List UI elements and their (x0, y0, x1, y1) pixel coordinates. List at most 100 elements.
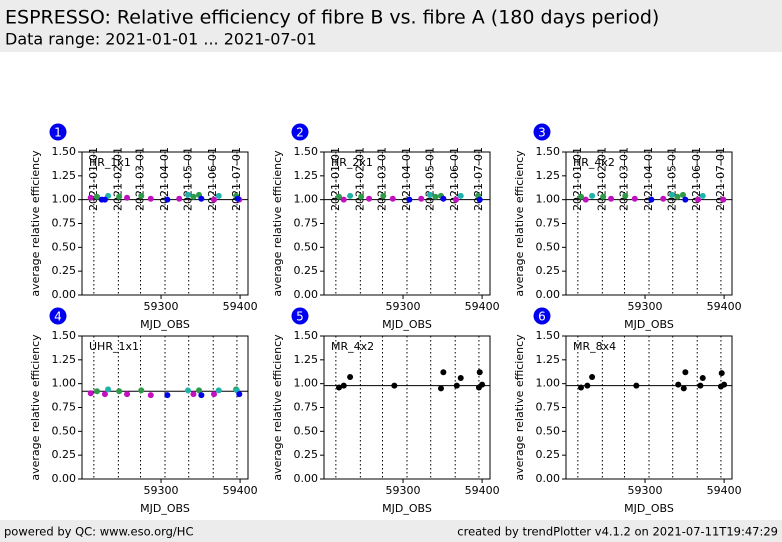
date-label: 2021-05-01 (666, 147, 679, 211)
data-point (366, 195, 373, 202)
data-point (347, 373, 354, 380)
title: ESPRESSO: Relative efficiency of fibre B… (5, 7, 659, 29)
y-tick-label: 1.25 (52, 353, 77, 366)
data-point (608, 195, 615, 202)
date-label: 2021-03-01 (617, 147, 630, 211)
y-tick-label: 1.00 (536, 377, 561, 390)
plot-area (81, 151, 249, 296)
data-point (138, 387, 145, 394)
panel-badge (291, 307, 309, 325)
plot-area (323, 151, 491, 296)
y-tick-label: 0.25 (536, 264, 561, 277)
y-tick-label: 1.50 (52, 329, 77, 342)
date-label: 2021-05-01 (182, 147, 195, 211)
y-tick-label: 1.50 (294, 145, 319, 158)
data-point (440, 369, 447, 376)
footer-left: powered by QC: www.eso.org/HC (4, 525, 193, 539)
y-tick-label: 1.50 (536, 145, 561, 158)
data-point (718, 370, 725, 377)
x-tick-label: 59400 (223, 484, 258, 497)
date-label: 2021-04-01 (158, 147, 171, 211)
data-point (124, 391, 131, 398)
panel-badge (291, 123, 309, 141)
data-point (198, 195, 205, 202)
data-point (578, 193, 585, 200)
y-axis-label: average relative efficiency (271, 150, 284, 297)
x-tick-label: 59300 (144, 300, 179, 313)
y-tick-label: 0.00 (536, 288, 561, 301)
panel-label: MR_8x4 (573, 340, 616, 353)
x-axis-label: MJD_OBS (382, 318, 432, 331)
data-point (633, 382, 640, 389)
data-point (94, 193, 101, 200)
data-point (391, 382, 398, 389)
data-point (582, 196, 589, 203)
data-point (211, 391, 218, 398)
panel-label: HR_1x1 (89, 156, 131, 169)
y-axis-label: average relative efficiency (513, 334, 526, 481)
data-point (648, 196, 655, 203)
data-point (94, 388, 101, 395)
data-point (437, 385, 444, 392)
y-axis-label: average relative efficiency (29, 150, 42, 297)
y-tick-label: 0.25 (294, 264, 319, 277)
data-point (453, 382, 460, 389)
data-point (138, 192, 145, 199)
panel-label: HR_4x2 (573, 156, 615, 169)
data-point (215, 387, 222, 394)
panel-number: 2 (296, 126, 304, 140)
data-point (105, 386, 112, 393)
y-tick-label: 0.25 (294, 448, 319, 461)
date-label: 2021-07-01 (714, 147, 727, 211)
data-point (668, 191, 675, 198)
data-point (336, 384, 343, 391)
data-point (190, 391, 197, 398)
y-tick-label: 0.00 (52, 288, 77, 301)
data-point (457, 374, 464, 381)
data-point (675, 381, 682, 388)
y-tick-label: 0.00 (52, 472, 77, 485)
data-point (101, 391, 108, 398)
data-point (589, 373, 596, 380)
x-tick-label: 59400 (465, 300, 500, 313)
x-axis-label: MJD_OBS (382, 502, 432, 515)
y-tick-label: 1.25 (294, 169, 319, 182)
y-tick-label: 0.25 (52, 264, 77, 277)
data-point (215, 192, 222, 199)
panel-number: 5 (296, 310, 304, 324)
date-label: 2021-04-01 (642, 147, 655, 211)
data-point (721, 381, 728, 388)
data-point (116, 388, 123, 395)
x-tick-label: 59400 (707, 300, 742, 313)
x-tick-label: 59400 (465, 484, 500, 497)
x-tick-label: 59400 (223, 300, 258, 313)
data-point (389, 195, 396, 202)
y-tick-label: 1.00 (52, 377, 77, 390)
footer-bg (0, 520, 782, 542)
data-point (699, 192, 706, 199)
y-tick-label: 1.25 (536, 169, 561, 182)
data-point (479, 381, 486, 388)
y-tick-label: 1.25 (52, 169, 77, 182)
data-point (660, 195, 667, 202)
date-label: 2021-05-01 (424, 147, 437, 211)
x-axis-label: MJD_OBS (624, 318, 674, 331)
data-point (184, 387, 191, 394)
y-tick-label: 1.50 (52, 145, 77, 158)
panel-badge (49, 307, 67, 325)
data-point (358, 193, 365, 200)
data-point (578, 384, 585, 391)
date-label: 2021-03-01 (375, 147, 388, 211)
data-point (682, 369, 689, 376)
data-point (457, 192, 464, 199)
y-tick-label: 1.00 (294, 193, 319, 206)
panel-badge (533, 123, 551, 141)
y-tick-label: 0.75 (536, 217, 561, 230)
y-axis-label: average relative efficiency (513, 150, 526, 297)
y-tick-label: 0.75 (294, 401, 319, 414)
panel-label: UHR_1x1 (89, 340, 139, 353)
y-tick-label: 0.00 (294, 288, 319, 301)
data-point (426, 191, 433, 198)
data-point (380, 192, 387, 199)
